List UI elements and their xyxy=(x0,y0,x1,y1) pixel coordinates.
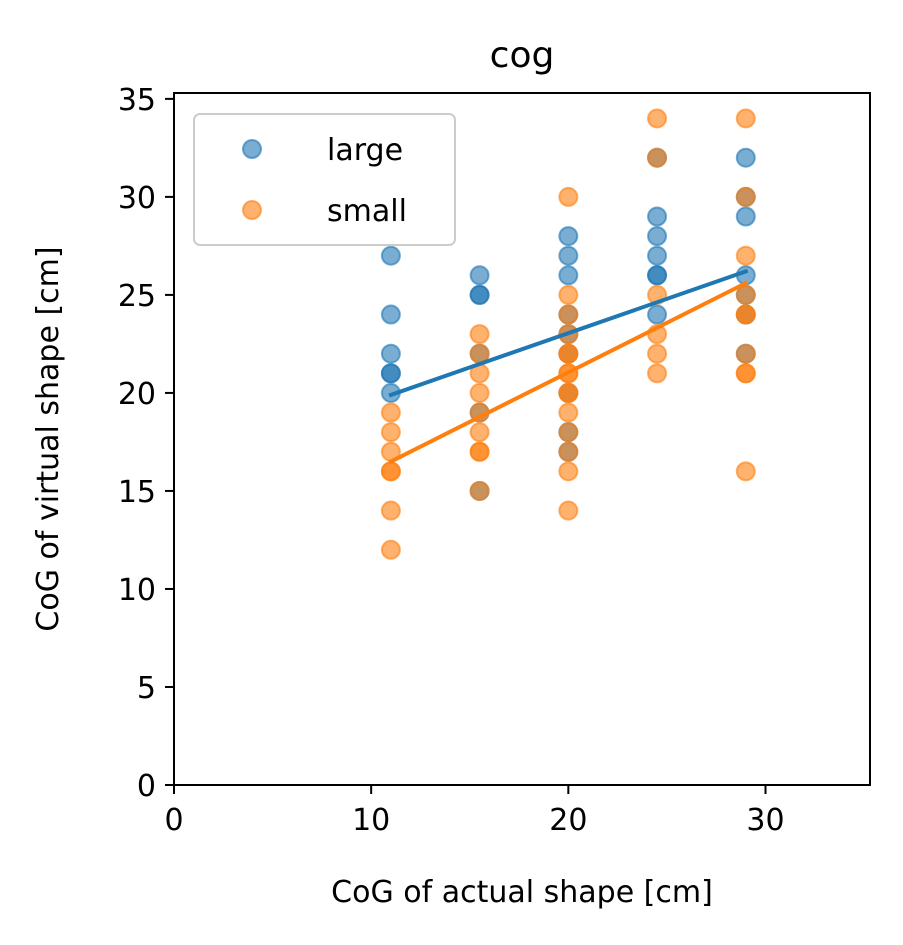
y-tick-label: 25 xyxy=(118,279,156,314)
point-large xyxy=(380,245,401,266)
point-large xyxy=(647,265,668,286)
point-small xyxy=(735,363,756,384)
chart-title: cog xyxy=(490,35,555,76)
point-large xyxy=(380,343,401,364)
fit-lines xyxy=(388,268,749,465)
point-small xyxy=(558,422,579,443)
point-small xyxy=(735,284,756,305)
point-small xyxy=(469,324,490,345)
point-small xyxy=(469,382,490,403)
point-large xyxy=(558,245,579,266)
point-large xyxy=(735,206,756,227)
point-small xyxy=(558,402,579,423)
point-small xyxy=(558,441,579,462)
point-large xyxy=(735,147,756,168)
point-large xyxy=(380,304,401,325)
point-small xyxy=(380,422,401,443)
point-large xyxy=(647,226,668,247)
point-large xyxy=(647,206,668,227)
point-small xyxy=(558,461,579,482)
x-tick-label: 20 xyxy=(549,803,587,838)
fit-line-large xyxy=(388,268,749,398)
point-small xyxy=(380,500,401,521)
point-small xyxy=(647,343,668,364)
point-small xyxy=(558,186,579,207)
point-small xyxy=(380,402,401,423)
y-tick-label: 30 xyxy=(118,181,156,216)
point-small xyxy=(735,304,756,325)
legend-marker-small xyxy=(242,200,262,220)
y-tick-label: 20 xyxy=(118,377,156,412)
point-large xyxy=(647,304,668,325)
point-small xyxy=(735,245,756,266)
y-tick-label: 0 xyxy=(137,769,156,804)
legend-box xyxy=(193,113,456,246)
y-tick-label: 5 xyxy=(137,671,156,706)
point-large xyxy=(558,265,579,286)
y-axis-label: CoG of virtual shape [cm] xyxy=(31,246,66,631)
point-small xyxy=(469,422,490,443)
y-tick-label: 35 xyxy=(118,83,156,118)
x-axis-label: CoG of actual shape [cm] xyxy=(331,875,713,910)
point-small xyxy=(558,304,579,325)
x-tick-label: 10 xyxy=(352,803,390,838)
point-small xyxy=(558,382,579,403)
legend: large small xyxy=(193,113,456,246)
point-small xyxy=(469,441,490,462)
point-large xyxy=(647,245,668,266)
point-large xyxy=(558,226,579,247)
x-axis: 0 10 20 30 xyxy=(164,785,785,838)
point-small xyxy=(558,500,579,521)
point-small xyxy=(735,186,756,207)
legend-label-large: large xyxy=(327,133,403,168)
point-small xyxy=(647,147,668,168)
point-large xyxy=(380,363,401,384)
legend-marker-large xyxy=(242,139,262,159)
point-small xyxy=(558,284,579,305)
point-small xyxy=(735,343,756,364)
point-small xyxy=(735,108,756,129)
y-tick-label: 10 xyxy=(118,573,156,608)
point-small xyxy=(647,108,668,129)
point-small xyxy=(469,480,490,501)
legend-label-small: small xyxy=(327,194,407,229)
y-axis: 0 5 10 15 20 25 30 35 xyxy=(118,83,174,804)
point-small xyxy=(380,539,401,560)
point-large xyxy=(469,265,490,286)
y-tick-label: 15 xyxy=(118,475,156,510)
point-large xyxy=(469,284,490,305)
fit-line-small xyxy=(388,280,749,465)
point-small xyxy=(735,461,756,482)
point-small xyxy=(647,363,668,384)
x-tick-label: 0 xyxy=(164,803,183,838)
point-small xyxy=(558,343,579,364)
point-small xyxy=(380,461,401,482)
plot-frame xyxy=(173,92,871,786)
x-tick-label: 30 xyxy=(746,803,784,838)
